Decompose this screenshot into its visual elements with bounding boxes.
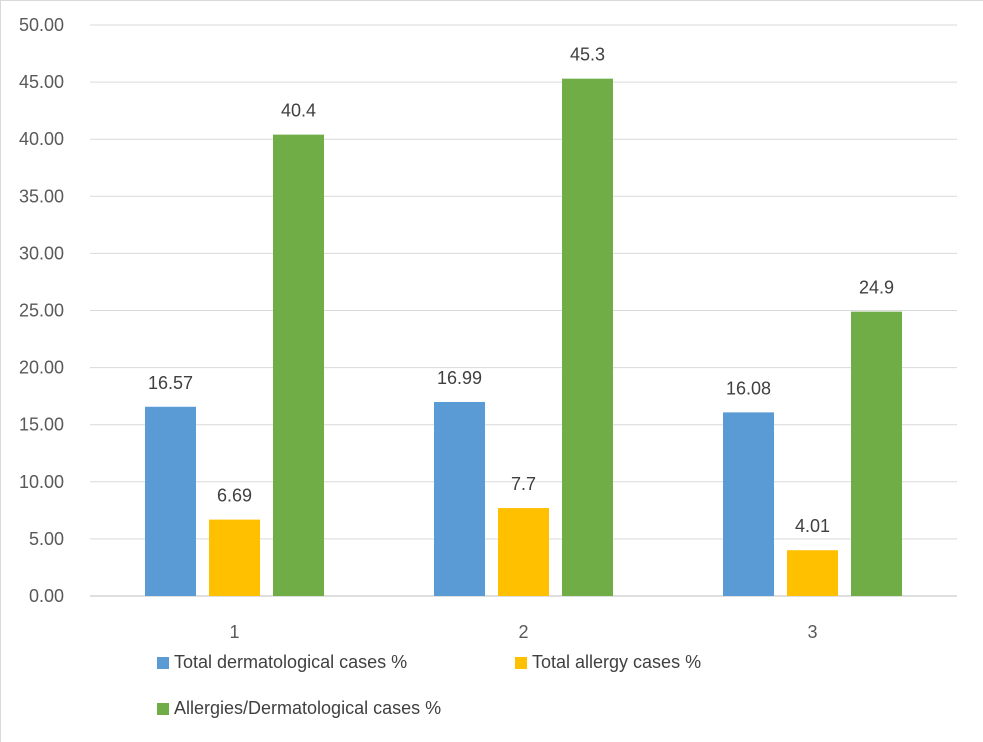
y-tick-label: 10.00: [19, 472, 64, 492]
data-label: 6.69: [217, 486, 252, 506]
data-labels: 16.57 6.69 40.4 16.99 7.7 45.3 16.08 4.01 24.9: [148, 45, 894, 537]
x-axis-tick-labels: 1 2 3: [229, 622, 817, 642]
y-tick-label: 35.00: [19, 186, 64, 206]
x-tick-label: 1: [229, 622, 239, 642]
y-tick-label: 5.00: [29, 529, 64, 549]
data-label: 24.9: [859, 278, 894, 298]
data-label: 16.99: [437, 368, 482, 388]
y-axis-tick-labels: 0.00 5.00 10.00 15.00 20.00 25.00 30.00 35.00 40…: [19, 15, 64, 606]
y-tick-label: 20.00: [19, 358, 64, 378]
bar: [273, 134, 324, 596]
y-tick-label: 50.00: [19, 15, 64, 35]
y-tick-label: 25.00: [19, 301, 64, 321]
data-label: 4.01: [795, 516, 830, 536]
bar: [145, 406, 196, 596]
data-label: 16.57: [148, 373, 193, 393]
bar: [851, 311, 902, 596]
data-label: 40.4: [281, 101, 316, 121]
x-tick-label: 2: [518, 622, 528, 642]
y-tick-label: 15.00: [19, 415, 64, 435]
bar: [434, 401, 485, 596]
bar: [562, 78, 613, 596]
bar: [209, 519, 260, 596]
y-tick-label: 30.00: [19, 243, 64, 263]
bars: [145, 78, 902, 596]
bar: [498, 508, 549, 596]
data-label: 7.7: [511, 474, 536, 494]
y-tick-label: 0.00: [29, 586, 64, 606]
y-tick-label: 40.00: [19, 129, 64, 149]
x-tick-label: 3: [807, 622, 817, 642]
bar: [787, 550, 838, 596]
data-label: 16.08: [726, 378, 771, 398]
data-label: 45.3: [570, 45, 605, 65]
y-tick-label: 45.00: [19, 72, 64, 92]
bar: [723, 412, 774, 596]
